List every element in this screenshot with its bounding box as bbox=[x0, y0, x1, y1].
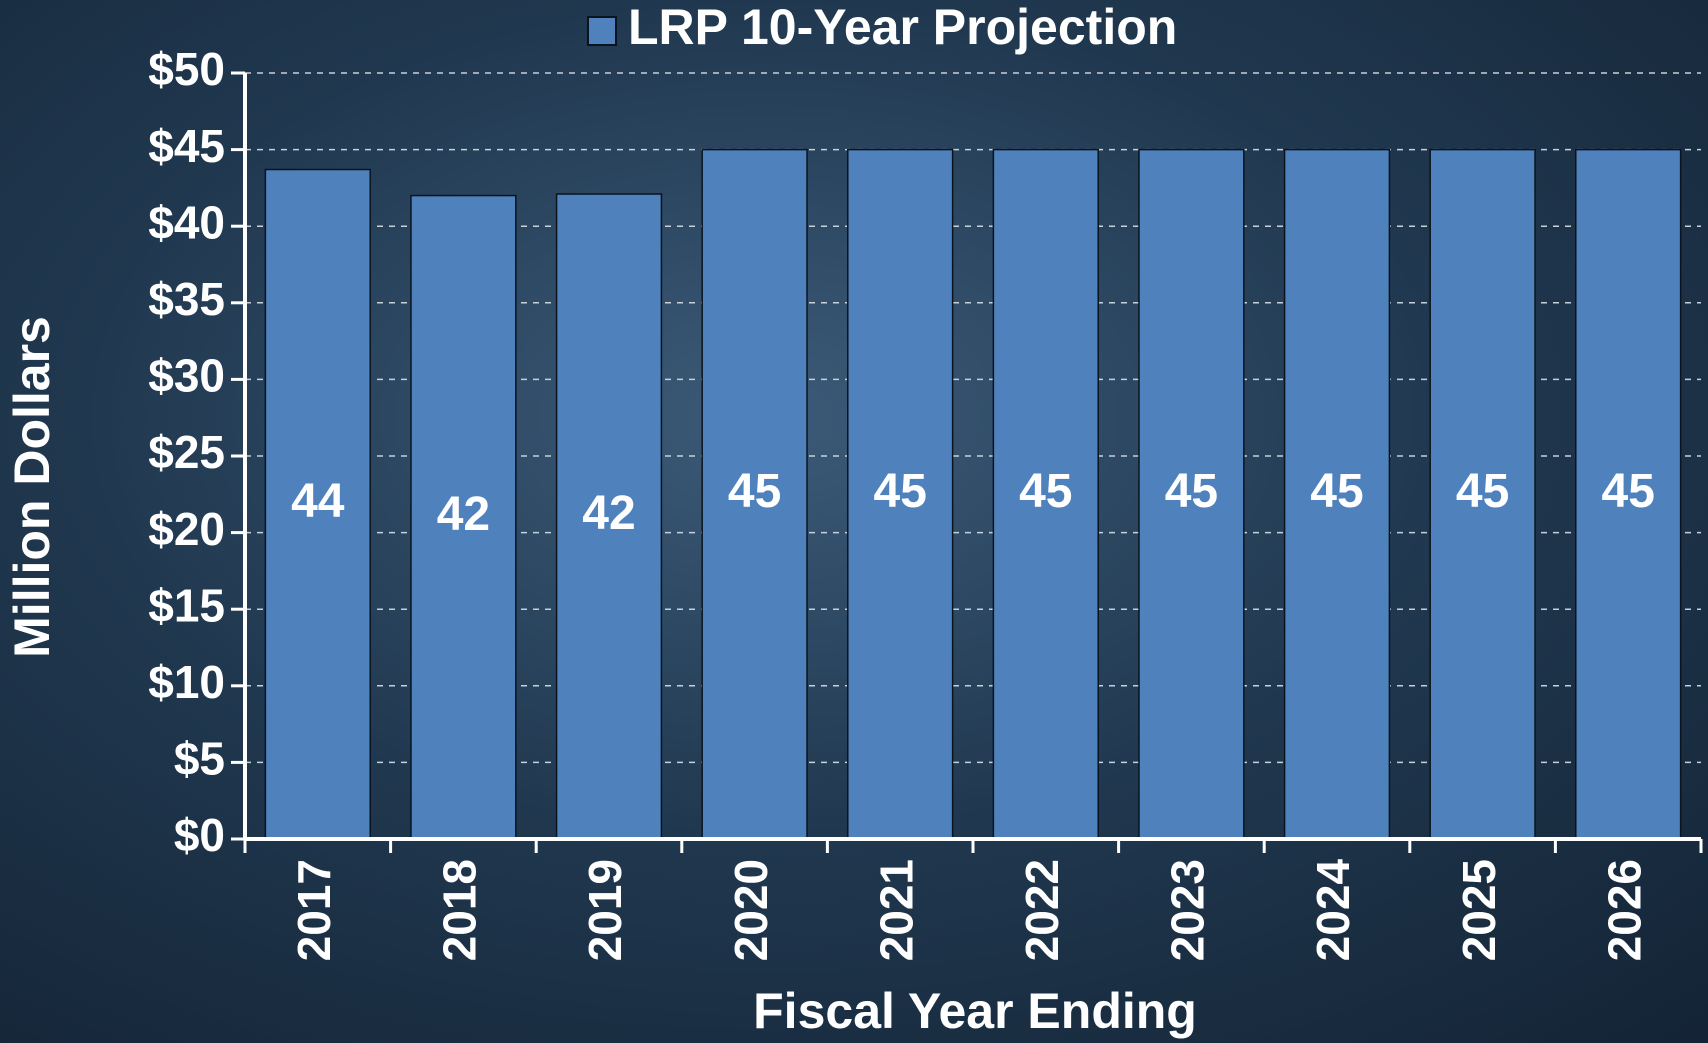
bar bbox=[992, 148, 1099, 840]
legend-label: LRP 10-Year Projection bbox=[628, 0, 1177, 55]
x-tick-label: 2019 bbox=[579, 859, 631, 961]
value-label: 45 bbox=[728, 465, 781, 518]
value-label: 45 bbox=[1456, 465, 1509, 518]
bar bbox=[1283, 148, 1391, 840]
value-label: 45 bbox=[1602, 465, 1655, 518]
x-tick-label: 2024 bbox=[1307, 859, 1359, 962]
y-tick-label: $45 bbox=[148, 120, 225, 172]
x-tick-label: 2023 bbox=[1162, 859, 1214, 961]
bar bbox=[1575, 148, 1682, 840]
x-tick-label: 2025 bbox=[1453, 859, 1505, 961]
value-label: 42 bbox=[437, 488, 490, 541]
y-axis-title: Million Dollars bbox=[4, 316, 60, 658]
y-tick-label: $30 bbox=[148, 350, 225, 402]
x-tick-label: 2021 bbox=[870, 859, 922, 961]
x-tick-label: 2026 bbox=[1598, 859, 1650, 961]
x-tick-label: 2018 bbox=[434, 859, 486, 961]
value-label: 45 bbox=[1310, 465, 1363, 518]
bar bbox=[1138, 148, 1245, 840]
y-tick-label: $40 bbox=[148, 196, 225, 248]
value-label: 44 bbox=[291, 475, 345, 528]
value-label: 45 bbox=[1019, 465, 1072, 518]
bar bbox=[264, 168, 371, 840]
legend-swatch bbox=[587, 16, 617, 46]
value-label: 45 bbox=[1165, 465, 1218, 518]
y-tick-label: $35 bbox=[148, 273, 225, 325]
y-tick-label: $0 bbox=[174, 809, 225, 861]
y-tick-label: $25 bbox=[148, 426, 225, 478]
value-label: 45 bbox=[874, 465, 927, 518]
y-tick-label: $5 bbox=[174, 733, 225, 785]
bar bbox=[555, 193, 663, 840]
y-tick-label: $10 bbox=[148, 656, 225, 708]
x-tick-label: 2017 bbox=[288, 859, 340, 961]
x-tick-label: 2022 bbox=[1016, 859, 1068, 961]
y-tick-label: $15 bbox=[148, 579, 225, 631]
x-axis-title: Fiscal Year Ending bbox=[753, 983, 1197, 1039]
y-tick-label: $50 bbox=[148, 43, 225, 95]
value-label: 42 bbox=[582, 487, 635, 540]
y-tick-label: $20 bbox=[148, 503, 225, 555]
bar bbox=[701, 148, 808, 840]
bar bbox=[847, 148, 954, 840]
x-tick-label: 2020 bbox=[725, 859, 777, 961]
bar bbox=[410, 194, 517, 840]
